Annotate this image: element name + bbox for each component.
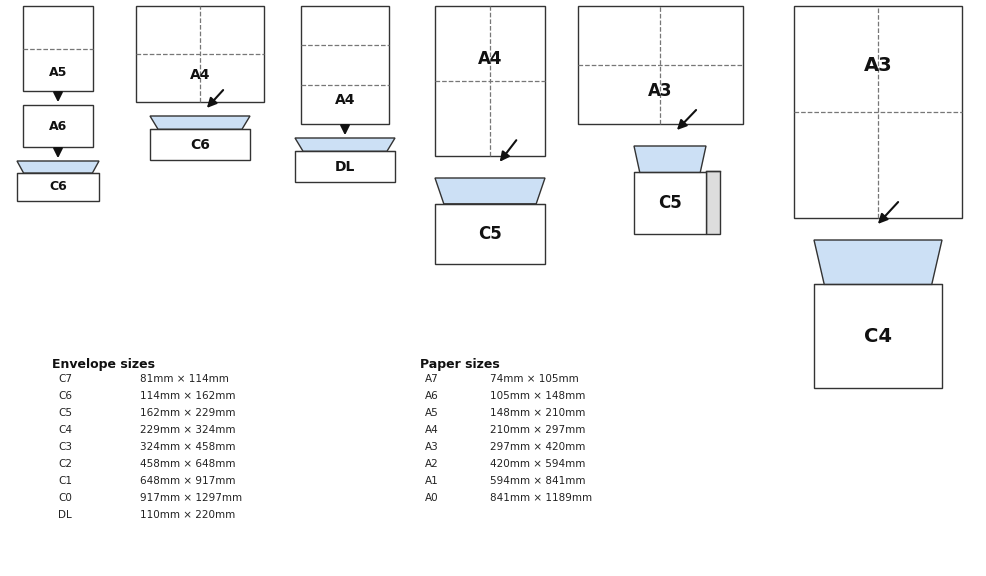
Text: 324mm × 458mm: 324mm × 458mm [140, 442, 236, 452]
Text: 81mm × 114mm: 81mm × 114mm [140, 374, 229, 384]
Bar [634, 172, 706, 234]
Text: A7: A7 [425, 374, 439, 384]
Bar [136, 6, 264, 102]
Text: A3: A3 [648, 82, 672, 100]
Polygon shape [150, 116, 250, 129]
Text: 917mm × 1297mm: 917mm × 1297mm [140, 493, 243, 503]
Text: C7: C7 [58, 374, 72, 384]
Text: 162mm × 229mm: 162mm × 229mm [140, 408, 236, 418]
Bar [814, 285, 942, 388]
Text: 105mm × 148mm: 105mm × 148mm [490, 391, 586, 401]
Bar [150, 129, 250, 160]
Text: A1: A1 [425, 476, 439, 486]
Text: A2: A2 [425, 459, 439, 469]
Text: A5: A5 [49, 66, 67, 79]
Text: A6: A6 [425, 391, 439, 401]
Text: 648mm × 917mm: 648mm × 917mm [140, 476, 236, 486]
Text: 114mm × 162mm: 114mm × 162mm [140, 391, 236, 401]
Text: 110mm × 220mm: 110mm × 220mm [140, 510, 236, 520]
Text: Envelope sizes: Envelope sizes [52, 358, 155, 371]
Text: 841mm × 1189mm: 841mm × 1189mm [490, 493, 593, 503]
Text: C3: C3 [58, 442, 72, 452]
Text: C6: C6 [49, 180, 67, 194]
Bar [435, 6, 545, 156]
Text: C5: C5 [58, 408, 72, 418]
Polygon shape [295, 138, 395, 151]
Text: A4: A4 [425, 425, 439, 435]
Bar [23, 6, 93, 91]
Text: A6: A6 [49, 119, 67, 132]
Text: C4: C4 [58, 425, 72, 435]
Polygon shape [814, 240, 942, 285]
Text: A3: A3 [864, 56, 892, 75]
Text: C0: C0 [58, 493, 72, 503]
Text: 420mm × 594mm: 420mm × 594mm [490, 459, 586, 469]
Polygon shape [17, 161, 99, 173]
Bar [23, 105, 93, 147]
Text: 594mm × 841mm: 594mm × 841mm [490, 476, 586, 486]
Bar [578, 6, 742, 124]
Text: 148mm × 210mm: 148mm × 210mm [490, 408, 586, 418]
Text: DL: DL [335, 160, 355, 173]
Bar [295, 151, 395, 182]
Text: C6: C6 [58, 391, 72, 401]
Bar [17, 173, 99, 201]
Text: 74mm × 105mm: 74mm × 105mm [490, 374, 579, 384]
Polygon shape [634, 146, 706, 172]
Polygon shape [435, 178, 545, 204]
Text: 210mm × 297mm: 210mm × 297mm [490, 425, 586, 435]
Text: C2: C2 [58, 459, 72, 469]
Text: C5: C5 [478, 225, 502, 243]
Text: A0: A0 [425, 493, 439, 503]
Text: C1: C1 [58, 476, 72, 486]
Text: Paper sizes: Paper sizes [420, 358, 500, 371]
Bar [706, 170, 720, 234]
Bar [301, 6, 389, 124]
Bar [794, 6, 962, 218]
Text: 297mm × 420mm: 297mm × 420mm [490, 442, 586, 452]
Text: A4: A4 [189, 68, 210, 82]
Text: C6: C6 [190, 138, 210, 151]
Text: A3: A3 [425, 442, 439, 452]
Text: A4: A4 [335, 93, 355, 107]
Text: C4: C4 [864, 327, 892, 346]
Bar [435, 204, 545, 264]
Text: 458mm × 648mm: 458mm × 648mm [140, 459, 236, 469]
Text: DL: DL [58, 510, 72, 520]
Text: A5: A5 [425, 408, 439, 418]
Text: A4: A4 [478, 50, 502, 67]
Text: 229mm × 324mm: 229mm × 324mm [140, 425, 236, 435]
Text: C5: C5 [658, 194, 682, 212]
